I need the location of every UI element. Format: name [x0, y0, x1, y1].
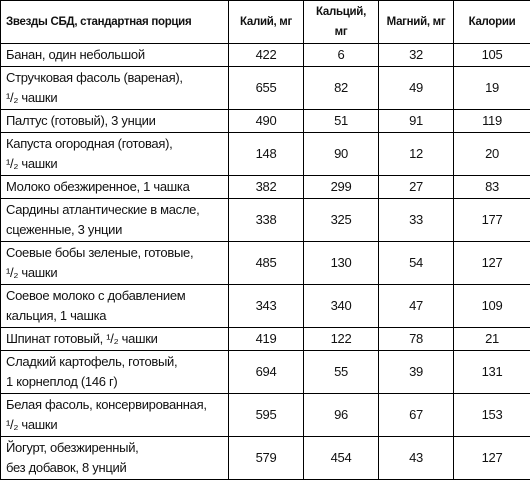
- food-cell: Шпинат готовый, ¹/₂ чашки: [1, 328, 229, 351]
- column-header: Калории: [454, 1, 530, 44]
- value-cell: 490: [229, 110, 304, 133]
- value-cell: 122: [304, 328, 379, 351]
- value-cell: 43: [379, 437, 454, 480]
- table-row: Сладкий картофель, готовый, 1 корнеплод …: [1, 351, 530, 394]
- food-cell: Банан, один небольшой: [1, 44, 229, 67]
- value-cell: 340: [304, 285, 379, 328]
- value-cell: 422: [229, 44, 304, 67]
- value-cell: 109: [454, 285, 530, 328]
- value-cell: 19: [454, 67, 530, 110]
- value-cell: 6: [304, 44, 379, 67]
- column-header: Магний, мг: [379, 1, 454, 44]
- value-cell: 21: [454, 328, 530, 351]
- value-cell: 153: [454, 394, 530, 437]
- value-cell: 131: [454, 351, 530, 394]
- value-cell: 67: [379, 394, 454, 437]
- value-cell: 47: [379, 285, 454, 328]
- value-cell: 338: [229, 199, 304, 242]
- food-cell: Йогурт, обезжиренный, без добавок, 8 унц…: [1, 437, 229, 480]
- value-cell: 127: [454, 437, 530, 480]
- food-cell: Капуста огородная (готовая), ¹/₂ чашки: [1, 133, 229, 176]
- value-cell: 148: [229, 133, 304, 176]
- table-row: Белая фасоль, консервированная, ¹/₂ чашк…: [1, 394, 530, 437]
- value-cell: 54: [379, 242, 454, 285]
- food-cell: Сладкий картофель, готовый, 1 корнеплод …: [1, 351, 229, 394]
- value-cell: 127: [454, 242, 530, 285]
- table-row: Сардины атлантические в масле, сцеженные…: [1, 199, 530, 242]
- column-header: Калий, мг: [229, 1, 304, 44]
- column-header: Кальций, мг: [304, 1, 379, 44]
- value-cell: 55: [304, 351, 379, 394]
- food-cell: Соевое молоко с добавлением кальция, 1 ч…: [1, 285, 229, 328]
- value-cell: 419: [229, 328, 304, 351]
- value-cell: 105: [454, 44, 530, 67]
- value-cell: 595: [229, 394, 304, 437]
- value-cell: 343: [229, 285, 304, 328]
- value-cell: 83: [454, 176, 530, 199]
- value-cell: 177: [454, 199, 530, 242]
- value-cell: 82: [304, 67, 379, 110]
- value-cell: 579: [229, 437, 304, 480]
- value-cell: 39: [379, 351, 454, 394]
- value-cell: 91: [379, 110, 454, 133]
- value-cell: 325: [304, 199, 379, 242]
- value-cell: 130: [304, 242, 379, 285]
- value-cell: 382: [229, 176, 304, 199]
- value-cell: 20: [454, 133, 530, 176]
- food-cell: Белая фасоль, консервированная, ¹/₂ чашк…: [1, 394, 229, 437]
- value-cell: 33: [379, 199, 454, 242]
- value-cell: 485: [229, 242, 304, 285]
- value-cell: 119: [454, 110, 530, 133]
- food-cell: Молоко обезжиренное, 1 чашка: [1, 176, 229, 199]
- food-cell: Соевые бобы зеленые, готовые, ¹/₂ чашки: [1, 242, 229, 285]
- value-cell: 49: [379, 67, 454, 110]
- value-cell: 27: [379, 176, 454, 199]
- value-cell: 32: [379, 44, 454, 67]
- value-cell: 694: [229, 351, 304, 394]
- food-cell: Стручковая фасоль (вареная), ¹/₂ чашки: [1, 67, 229, 110]
- value-cell: 299: [304, 176, 379, 199]
- value-cell: 90: [304, 133, 379, 176]
- value-cell: 655: [229, 67, 304, 110]
- column-header: Звезды СБД, стандартная порция: [1, 1, 229, 44]
- value-cell: 96: [304, 394, 379, 437]
- value-cell: 454: [304, 437, 379, 480]
- table-row: Йогурт, обезжиренный, без добавок, 8 унц…: [1, 437, 530, 480]
- value-cell: 78: [379, 328, 454, 351]
- value-cell: 12: [379, 133, 454, 176]
- food-cell: Палтус (готовый), 3 унции: [1, 110, 229, 133]
- value-cell: 51: [304, 110, 379, 133]
- food-cell: Сардины атлантические в масле, сцеженные…: [1, 199, 229, 242]
- table-row: Соевое молоко с добавлением кальция, 1 ч…: [1, 285, 530, 328]
